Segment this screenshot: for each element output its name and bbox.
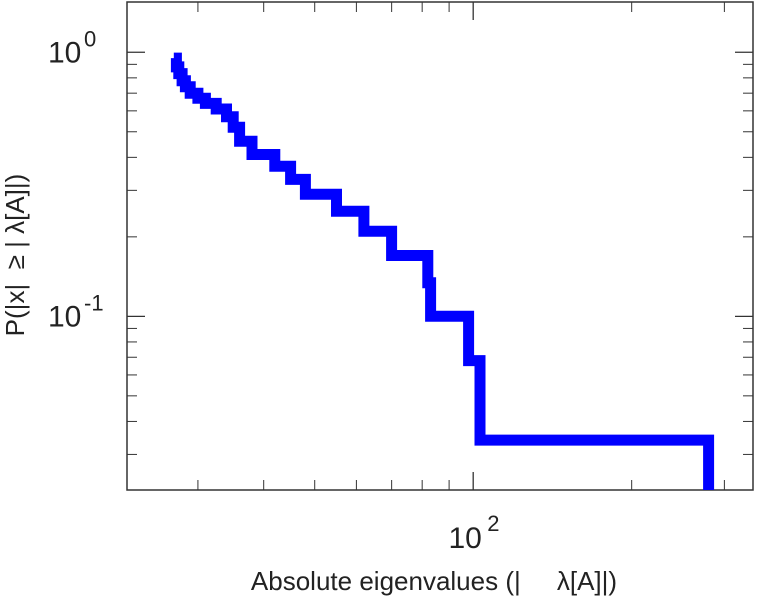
y-tick-label: 10 <box>48 36 81 69</box>
plot-frame <box>126 1 754 491</box>
minor-ticks <box>127 2 753 490</box>
series-line <box>170 52 715 490</box>
x-tick-label: 10 <box>449 522 482 555</box>
y-tick-exponent: 0 <box>84 26 96 51</box>
x-tick-exponent: 2 <box>487 511 499 536</box>
series-layer <box>170 52 715 490</box>
y-tick-exponent: -1 <box>84 290 104 315</box>
major-ticks <box>127 2 753 490</box>
x-axis-title: Absolute eigenvalues (| λ[A]|) <box>251 566 617 596</box>
y-axis-title: P(|x| ≥ | λ[A]|) <box>0 174 30 337</box>
tick-labels: 10 210 010 -1 <box>48 26 499 555</box>
y-tick-label: 10 <box>48 300 81 333</box>
